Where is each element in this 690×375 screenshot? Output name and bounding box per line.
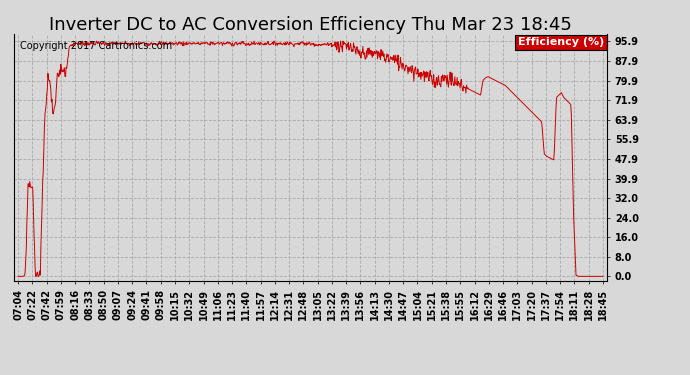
Title: Inverter DC to AC Conversion Efficiency Thu Mar 23 18:45: Inverter DC to AC Conversion Efficiency … [49, 16, 572, 34]
Text: Copyright 2017 Cartronics.com: Copyright 2017 Cartronics.com [20, 41, 172, 51]
Text: Efficiency (%): Efficiency (%) [518, 38, 604, 48]
